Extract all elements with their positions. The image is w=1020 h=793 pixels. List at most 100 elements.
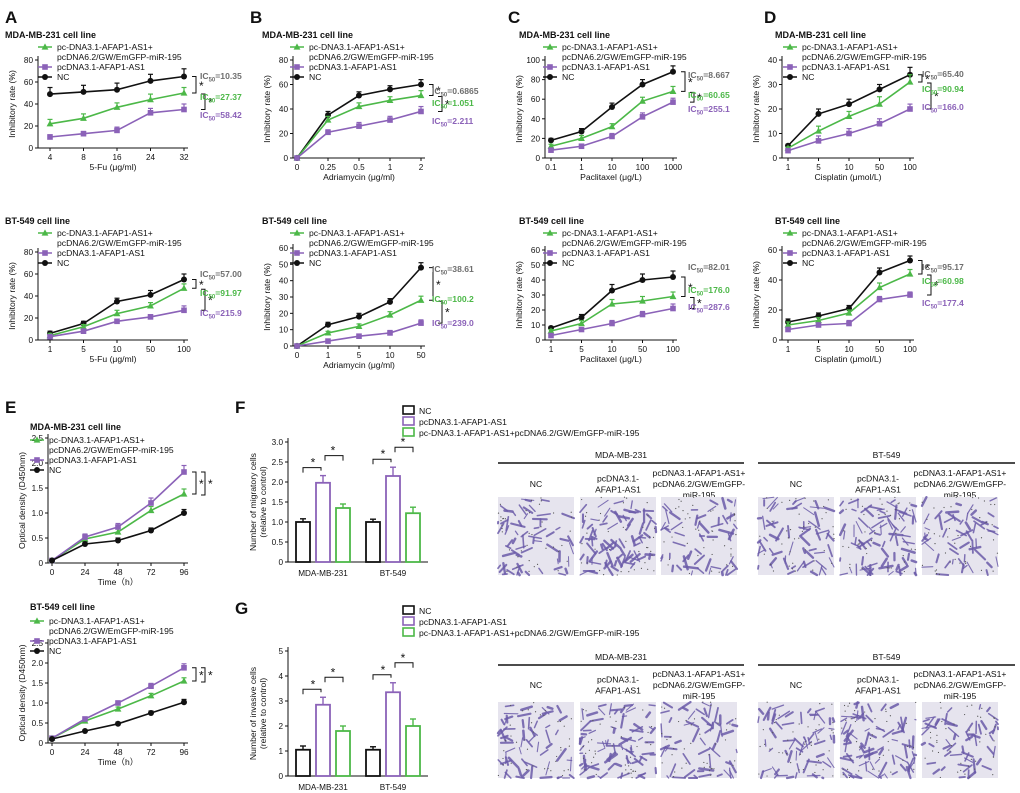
stained-cell	[947, 542, 958, 550]
stained-cell	[505, 545, 512, 550]
pore	[960, 762, 962, 764]
pore	[627, 772, 629, 774]
stained-cell	[632, 534, 644, 543]
pore	[915, 701, 917, 704]
stained-cell	[877, 514, 891, 519]
pore	[710, 704, 712, 707]
data-point	[47, 134, 53, 140]
data-point	[387, 298, 393, 305]
pore	[547, 767, 549, 770]
pore	[921, 501, 923, 503]
ic50-label: IC50=177.4	[922, 298, 964, 311]
stained-cell	[910, 559, 918, 564]
data-point	[181, 106, 187, 113]
pore	[921, 564, 924, 567]
pore	[544, 768, 546, 770]
pore	[668, 558, 671, 560]
legend-label: pcDNA3.1-AFAP1-AS1	[562, 62, 650, 72]
series	[548, 65, 676, 144]
stained-cell	[924, 722, 938, 730]
pore	[588, 749, 591, 751]
y-tick-label: 2.0	[272, 478, 284, 487]
pore	[581, 498, 583, 501]
stained-cell	[617, 772, 631, 779]
data-point	[148, 710, 154, 716]
sig-bracket	[681, 71, 686, 92]
stained-cell	[537, 712, 547, 720]
stained-cell	[514, 530, 519, 536]
stained-cell	[633, 722, 644, 731]
stained-cell	[864, 507, 875, 518]
x-axis-label: Cisplatin (μmol/L)	[814, 354, 881, 364]
x-tick-label: 5	[81, 345, 86, 354]
pore	[909, 509, 911, 512]
stained-cell	[610, 726, 617, 730]
stained-cell	[545, 729, 551, 744]
sig-bracket	[201, 471, 206, 496]
data-point	[907, 292, 913, 298]
legend-marker	[34, 457, 40, 463]
x-tick-label: 5	[816, 345, 821, 354]
stained-cell	[725, 568, 729, 576]
stained-cell	[777, 710, 791, 720]
pore	[663, 707, 666, 709]
y-tick-label: 40	[768, 276, 778, 285]
stained-cell	[722, 564, 729, 572]
pore	[661, 762, 663, 764]
pore	[955, 496, 957, 498]
pore	[585, 752, 587, 755]
stained-cell	[848, 774, 855, 779]
stained-cell	[863, 750, 878, 758]
x-tick-label: 100	[903, 163, 917, 172]
pore	[647, 515, 649, 517]
x-tick-label: 1	[48, 345, 53, 354]
pore	[906, 745, 908, 748]
pore	[500, 520, 502, 522]
stained-cell	[945, 510, 960, 514]
data-point	[418, 108, 424, 115]
pore	[940, 707, 942, 709]
data-point	[846, 320, 852, 327]
data-point	[181, 469, 187, 475]
micrograph-image	[757, 701, 836, 780]
x-tick-label: 5	[816, 163, 821, 172]
pore	[814, 771, 816, 774]
pore	[966, 705, 968, 707]
pore	[566, 560, 568, 562]
x-tick-label: 0	[50, 568, 55, 577]
x-axis-label: Cisplatin (μmol/L)	[814, 172, 881, 182]
x-tick-label: 0.1	[545, 163, 557, 172]
pore	[500, 516, 502, 518]
stained-cell	[935, 573, 950, 576]
stained-cell	[637, 536, 647, 539]
pore	[625, 497, 628, 499]
stained-cell	[980, 720, 988, 731]
pore	[732, 764, 734, 766]
stained-cell	[643, 531, 651, 539]
data-point	[80, 328, 87, 334]
bar	[405, 512, 421, 563]
stained-cell	[520, 737, 524, 748]
stained-cell	[586, 775, 596, 780]
pore	[971, 508, 973, 511]
pore	[502, 764, 504, 766]
legend-label: NC	[802, 258, 814, 268]
stained-cell	[733, 523, 738, 530]
pore	[541, 521, 543, 523]
pore	[689, 517, 691, 519]
stained-cell	[925, 716, 935, 729]
stained-cell	[773, 773, 779, 779]
series	[49, 464, 187, 564]
stained-cell	[809, 570, 819, 577]
stained-cell	[677, 700, 692, 711]
stained-cell	[557, 775, 563, 779]
sig-asterisk: *	[697, 91, 702, 105]
stained-cell	[735, 748, 738, 754]
bar	[365, 521, 381, 563]
sig-asterisk: *	[688, 281, 693, 295]
stained-cell	[704, 558, 712, 572]
panel-label-G: G	[235, 599, 248, 618]
ic50-label: IC50=82.01	[688, 262, 730, 275]
